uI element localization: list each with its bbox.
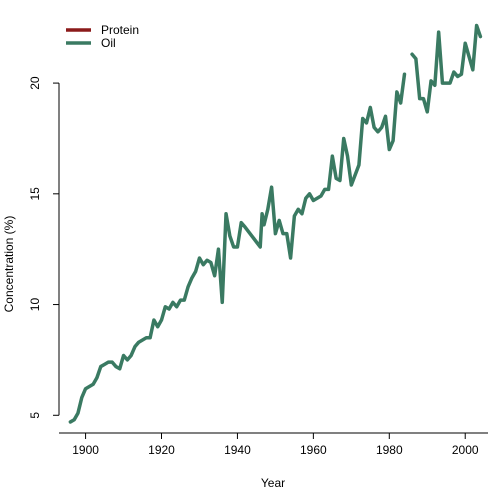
x-tick-label: 1960 [300,443,327,457]
axes: 1900 1920 1940 1960 1980 2000 5 10 15 20 [28,76,488,457]
x-tick-label: 1900 [72,443,99,457]
legend-label-oil: Oil [101,36,116,50]
y-axis-label: Concentration (%) [2,216,16,313]
x-tick-label: 1940 [224,443,251,457]
x-axis-label: Year [261,476,285,490]
series-line-oil [68,23,483,424]
x-tick-label: 1920 [148,443,175,457]
x-tick-label: 2000 [452,443,479,457]
y-tick-label: 5 [28,412,42,419]
y-tick-label: 20 [28,76,42,90]
y-tick-label: 15 [28,187,42,201]
plot-area [68,23,483,424]
y-tick-label: 10 [28,298,42,312]
legend-label-protein: Protein [101,23,139,37]
x-tick-label: 1980 [376,443,403,457]
